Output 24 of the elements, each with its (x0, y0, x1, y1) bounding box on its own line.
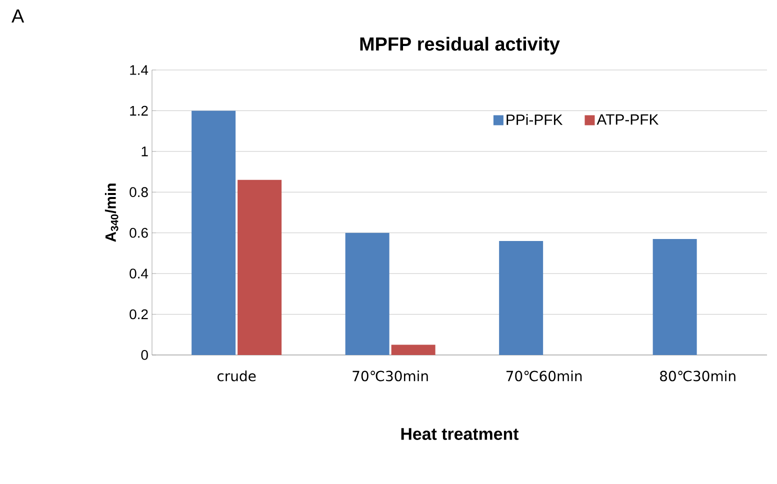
y-axis-title: A$_{340}$/min (104, 184, 118, 242)
x-tick-label: 80℃30min (660, 370, 736, 382)
bar (499, 240, 544, 355)
y-tick-label: 0.6 (130, 228, 148, 238)
bar (652, 238, 697, 355)
y-tick-label: 1 (142, 146, 148, 156)
text: A (12, 10, 24, 23)
y-tick-label: 1.2 (130, 106, 148, 116)
x-tick-label: 70℃30min (352, 370, 428, 382)
y-tick-label: 0 (141, 350, 148, 360)
bar (238, 180, 282, 355)
bar (345, 232, 390, 355)
x-tick-label: 70℃60min (506, 370, 582, 382)
legend-label: PPi-PFK (506, 114, 563, 125)
bar (391, 344, 436, 355)
x-axis-title: Heat treatment (401, 428, 519, 440)
chart-title: MPFP residual activity (360, 36, 560, 54)
y-tick-label: 0.8 (130, 187, 148, 198)
y-tick-label: 1.4 (130, 65, 148, 75)
y-tick-label: 0.4 (130, 268, 148, 278)
y-tick-label: 0.2 (130, 309, 148, 320)
x-tick-label: crude (218, 370, 256, 382)
legend-label: ATP-PFK (596, 114, 659, 125)
bar (192, 110, 236, 355)
